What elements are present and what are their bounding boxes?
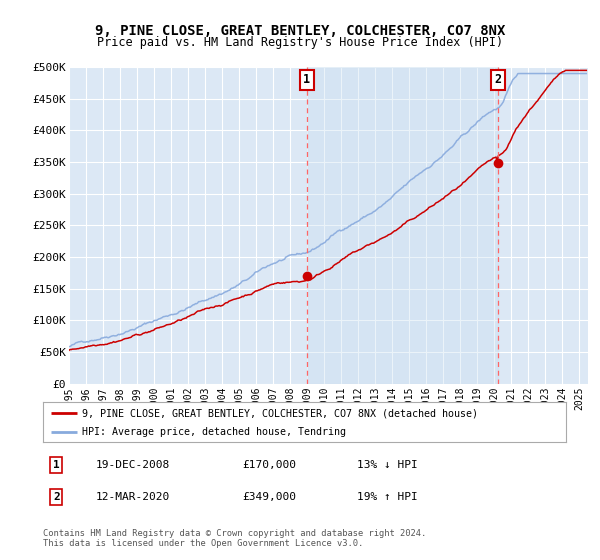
Text: HPI: Average price, detached house, Tendring: HPI: Average price, detached house, Tend…: [82, 427, 346, 437]
Text: £170,000: £170,000: [242, 460, 296, 470]
Text: 1: 1: [53, 460, 59, 470]
Text: 12-MAR-2020: 12-MAR-2020: [95, 492, 170, 502]
Text: Price paid vs. HM Land Registry's House Price Index (HPI): Price paid vs. HM Land Registry's House …: [97, 36, 503, 49]
Text: 2: 2: [53, 492, 59, 502]
Text: This data is licensed under the Open Government Licence v3.0.: This data is licensed under the Open Gov…: [43, 539, 364, 548]
Text: 9, PINE CLOSE, GREAT BENTLEY, COLCHESTER, CO7 8NX (detached house): 9, PINE CLOSE, GREAT BENTLEY, COLCHESTER…: [82, 408, 478, 418]
Text: Contains HM Land Registry data © Crown copyright and database right 2024.: Contains HM Land Registry data © Crown c…: [43, 529, 427, 538]
Text: 2: 2: [494, 73, 501, 86]
Bar: [307, 67, 497, 384]
Text: 19% ↑ HPI: 19% ↑ HPI: [357, 492, 418, 502]
Text: 19-DEC-2008: 19-DEC-2008: [95, 460, 170, 470]
Text: 9, PINE CLOSE, GREAT BENTLEY, COLCHESTER, CO7 8NX: 9, PINE CLOSE, GREAT BENTLEY, COLCHESTER…: [95, 25, 505, 38]
Text: 1: 1: [303, 73, 310, 86]
Text: 13% ↓ HPI: 13% ↓ HPI: [357, 460, 418, 470]
Text: £349,000: £349,000: [242, 492, 296, 502]
